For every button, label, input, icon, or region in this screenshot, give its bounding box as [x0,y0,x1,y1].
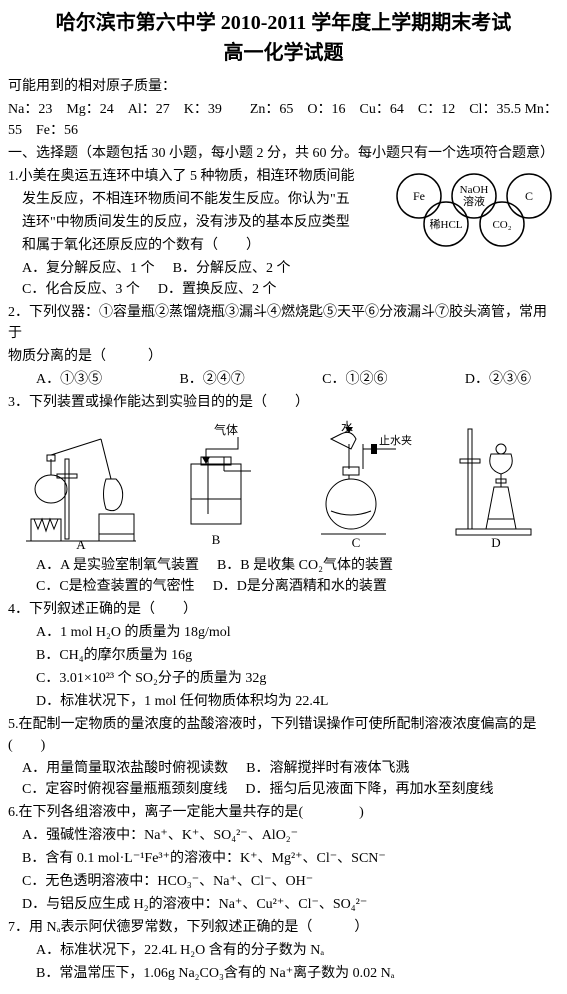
q5-stem: 5.在配制一定物质的量浓度的盐酸溶液时，下列错误操作可使所配制溶液浓度偏高的是(… [8,714,559,756]
svg-text:D: D [492,535,501,549]
svg-text:C: C [525,189,533,203]
rings-diagram: Fe NaOH 溶液 C 稀HCL CO₂ [389,166,559,256]
q4-option-d: D．标准状况下，1 mol 任何物质体积均为 22.4L [8,691,559,712]
q2-option-a: A．①③⑤ [36,369,102,390]
q6-option-d: D．与铝反应生成 H₂的溶液中：Na⁺、Cu²⁺、Cl⁻、SO₄²⁻ [8,894,559,915]
q3-figures: A 气体 B 水 止水夹 [8,419,559,549]
q7-option-b: B．常温常压下，1.06g Na₂CO₃含有的 Na⁺离子数为 0.02 Nₐ [8,963,559,984]
q4-option-b: B．CH₄的摩尔质量为 16g [8,645,559,666]
q2-stem: 物质分离的是（ ） [8,346,559,367]
q1-option-c: C．化合反应、3 个 [22,279,140,300]
svg-text:溶液: 溶液 [463,194,485,208]
q1-option-a: A．复分解反应、1 个 [22,258,155,279]
section-heading: 一、选择题（本题包括 30 小题，每小题 2 分，共 60 分。每小题只有一个选… [8,143,559,164]
svg-text:NaOH: NaOH [460,184,489,196]
q6-option-b: B．含有 0.1 mol·L⁻¹Fe³⁺的溶液中：K⁺、Mg²⁺、Cl⁻、SCN… [8,848,559,869]
q3-option-c: C．C是检查装置的气密性 [36,576,195,597]
q7-option-a: A．标准状况下，22.4L H₂O 含有的分子数为 Nₐ [8,940,559,961]
q6-stem: 6.在下列各组溶液中，离子一定能大量共存的是( ) [8,802,559,823]
mass-label: 可能用到的相对原子质量： [8,76,559,97]
svg-text:Fe: Fe [413,189,425,203]
q6-option-a: A．强碱性溶液中：Na⁺、K⁺、SO₄²⁻、AlO₂⁻ [8,825,559,846]
svg-text:C: C [352,535,361,549]
svg-text:B: B [212,532,221,547]
q3-fig-b: 气体 B [166,419,276,549]
q2-option-d: D．②③⑥ [465,369,531,390]
q2-option-b: B．②④⑦ [179,369,244,390]
q4-stem: 4．下列叙述正确的是（ ） [8,599,559,620]
q2: 2．下列仪器：①容量瓶②蒸馏烧瓶③漏斗④燃烧匙⑤天平⑥分液漏斗⑦胶头滴管，常用于… [8,302,559,390]
q5-option-d: D．摇匀后见液面下降，再加水至刻度线 [245,779,493,800]
q1-option-b: B．分解反应、2 个 [173,258,291,279]
mass-values: Na：23 Mg：24 Al：27 K：39 Zn：65 O：16 Cu：64 … [8,99,559,141]
q7-stem: 7．用 Nₐ表示阿伏德罗常数，下列叙述正确的是（ ） [8,917,559,938]
q3-option-d: D．D是分离酒精和水的装置 [213,576,387,597]
q1: Fe NaOH 溶液 C 稀HCL CO₂ 1.小美在奥运五连环中填入了 5 种… [8,166,559,300]
svg-text:CO₂: CO₂ [492,219,511,231]
q3-fig-d: D [446,419,546,549]
q7: 7．用 Nₐ表示阿伏德罗常数，下列叙述正确的是（ ） A．标准状况下，22.4L… [8,917,559,984]
q6: 6.在下列各组溶液中，离子一定能大量共存的是( ) A．强碱性溶液中：Na⁺、K… [8,802,559,915]
q6-option-c: C．无色透明溶液中：HCO₃⁻、Na⁺、Cl⁻、OH⁻ [8,871,559,892]
q5-option-b: B．溶解搅拌时有液体飞溅 [246,758,409,779]
page-title: 哈尔滨市第六中学 2010-2011 学年度上学期期末考试 [8,8,559,38]
svg-text:A: A [76,537,86,549]
q4: 4．下列叙述正确的是（ ） A．1 mol H₂O 的质量为 18g/mol B… [8,599,559,712]
q3-option-a: A．A 是实验室制氧气装置 [36,555,199,576]
q3-fig-a: A [21,419,141,549]
q1-option-d: D．置换反应、2 个 [158,279,277,300]
q4-option-c: C．3.01×10²³ 个 SO₂分子的质量为 32g [8,668,559,689]
q3-stem: 3．下列装置或操作能达到实验目的的是（ ） [8,392,559,413]
page-subtitle: 高一化学试题 [8,38,559,68]
q2-option-c: C．①②⑥ [322,369,387,390]
q4-option-a: A．1 mol H₂O 的质量为 18g/mol [8,622,559,643]
svg-text:止水夹: 止水夹 [379,434,412,447]
q3: 3．下列装置或操作能达到实验目的的是（ ） A 气体 [8,392,559,597]
q3-option-b: B．B 是收集 CO₂气体的装置 [217,555,393,576]
q5-option-c: C．定容时俯视容量瓶瓶颈刻度线 [22,779,227,800]
q2-stem: 2．下列仪器：①容量瓶②蒸馏烧瓶③漏斗④燃烧匙⑤天平⑥分液漏斗⑦胶头滴管，常用于 [8,302,559,344]
q5-option-a: A．用量筒量取浓盐酸时俯视读数 [22,758,228,779]
svg-text:稀HCL: 稀HCL [430,218,463,231]
q3-fig-c: 水 止水夹 C [301,419,421,549]
q5: 5.在配制一定物质的量浓度的盐酸溶液时，下列错误操作可使所配制溶液浓度偏高的是(… [8,714,559,800]
svg-text:气体: 气体 [214,422,238,437]
